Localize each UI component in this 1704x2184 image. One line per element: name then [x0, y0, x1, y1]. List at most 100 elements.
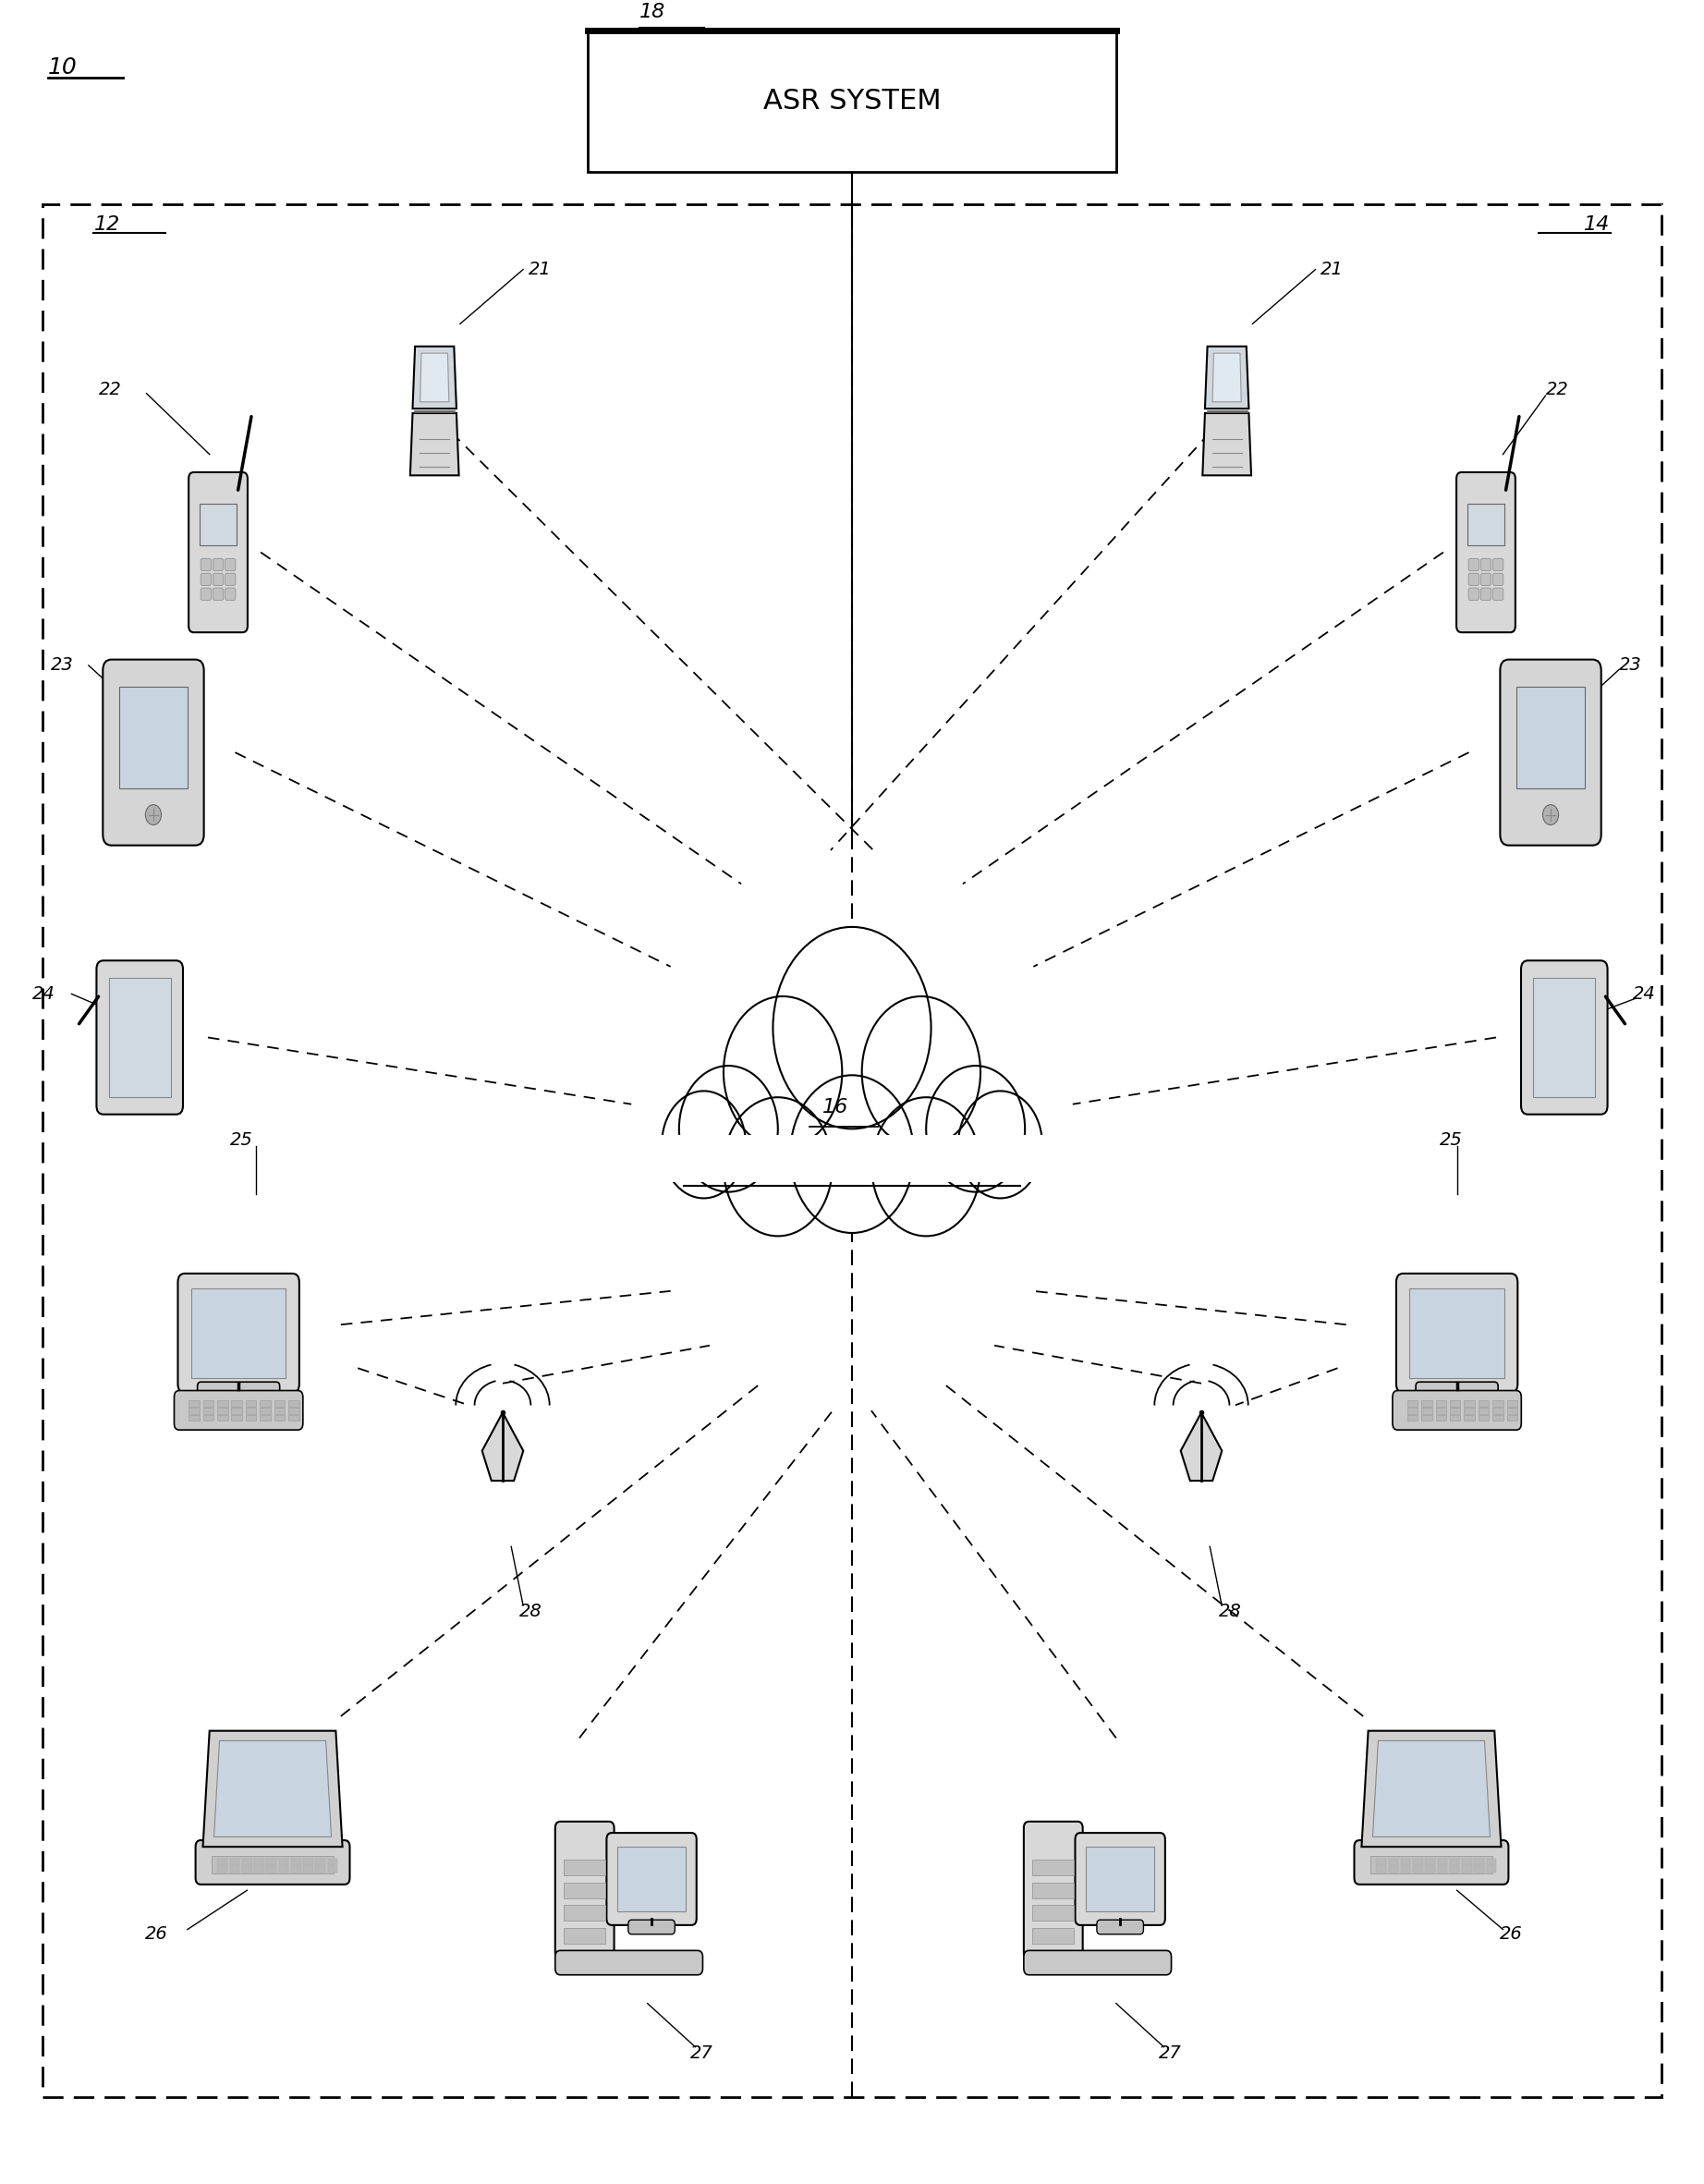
FancyBboxPatch shape — [189, 1415, 199, 1422]
FancyBboxPatch shape — [1457, 472, 1515, 633]
FancyBboxPatch shape — [1392, 1391, 1522, 1431]
Polygon shape — [203, 1732, 343, 1848]
FancyBboxPatch shape — [1396, 1273, 1518, 1393]
FancyBboxPatch shape — [97, 961, 182, 1114]
FancyBboxPatch shape — [1377, 1859, 1385, 1865]
FancyBboxPatch shape — [1401, 1859, 1411, 1865]
Circle shape — [661, 1092, 746, 1199]
FancyBboxPatch shape — [303, 1859, 314, 1865]
FancyBboxPatch shape — [230, 1865, 240, 1872]
FancyBboxPatch shape — [189, 472, 247, 633]
Text: 27: 27 — [1159, 2044, 1181, 2062]
FancyBboxPatch shape — [1474, 1865, 1484, 1872]
FancyBboxPatch shape — [1464, 1415, 1474, 1422]
FancyBboxPatch shape — [1389, 1865, 1399, 1872]
FancyBboxPatch shape — [1413, 1865, 1423, 1872]
Polygon shape — [1361, 1732, 1501, 1848]
FancyBboxPatch shape — [1435, 1409, 1447, 1413]
FancyBboxPatch shape — [1450, 1415, 1460, 1422]
FancyBboxPatch shape — [1469, 572, 1479, 585]
Text: 21: 21 — [528, 260, 550, 277]
FancyBboxPatch shape — [654, 1136, 1050, 1182]
FancyBboxPatch shape — [1421, 1415, 1431, 1422]
FancyBboxPatch shape — [1486, 1865, 1496, 1872]
FancyBboxPatch shape — [203, 1415, 213, 1422]
FancyBboxPatch shape — [213, 587, 223, 601]
FancyBboxPatch shape — [102, 660, 204, 845]
FancyBboxPatch shape — [291, 1859, 302, 1865]
FancyBboxPatch shape — [1493, 572, 1503, 585]
Text: 24: 24 — [1632, 985, 1655, 1002]
Text: 26: 26 — [145, 1924, 167, 1942]
FancyBboxPatch shape — [242, 1865, 252, 1872]
FancyBboxPatch shape — [218, 1865, 227, 1872]
FancyBboxPatch shape — [1033, 1928, 1074, 1944]
FancyBboxPatch shape — [1493, 1415, 1503, 1422]
FancyBboxPatch shape — [245, 1400, 256, 1406]
Circle shape — [872, 1096, 980, 1236]
Polygon shape — [1213, 354, 1241, 402]
FancyBboxPatch shape — [1479, 1415, 1489, 1422]
FancyBboxPatch shape — [1401, 1865, 1411, 1872]
FancyBboxPatch shape — [1522, 961, 1607, 1114]
FancyBboxPatch shape — [1450, 1409, 1460, 1413]
FancyBboxPatch shape — [189, 1409, 199, 1413]
FancyBboxPatch shape — [629, 1920, 675, 1935]
FancyBboxPatch shape — [1474, 1859, 1484, 1865]
Polygon shape — [1181, 1413, 1222, 1481]
FancyBboxPatch shape — [1435, 1400, 1447, 1406]
FancyBboxPatch shape — [213, 559, 223, 570]
FancyBboxPatch shape — [232, 1415, 242, 1422]
FancyBboxPatch shape — [1450, 1865, 1460, 1872]
FancyBboxPatch shape — [1033, 1861, 1074, 1876]
FancyBboxPatch shape — [189, 1400, 199, 1406]
FancyBboxPatch shape — [266, 1865, 276, 1872]
FancyBboxPatch shape — [218, 1859, 227, 1865]
FancyBboxPatch shape — [564, 1904, 605, 1922]
FancyBboxPatch shape — [201, 572, 211, 585]
Text: 24: 24 — [32, 985, 55, 1002]
FancyBboxPatch shape — [1467, 505, 1505, 546]
FancyBboxPatch shape — [1370, 1856, 1493, 1874]
FancyBboxPatch shape — [1389, 1859, 1399, 1865]
FancyBboxPatch shape — [1534, 978, 1595, 1099]
Circle shape — [791, 1075, 913, 1234]
FancyBboxPatch shape — [1479, 1400, 1489, 1406]
FancyBboxPatch shape — [1024, 1950, 1171, 1974]
FancyBboxPatch shape — [607, 1832, 697, 1924]
FancyBboxPatch shape — [588, 31, 1116, 173]
FancyBboxPatch shape — [1493, 587, 1503, 601]
Polygon shape — [411, 413, 458, 476]
FancyBboxPatch shape — [1479, 1409, 1489, 1413]
FancyBboxPatch shape — [1493, 1400, 1503, 1406]
FancyBboxPatch shape — [1438, 1865, 1447, 1872]
FancyBboxPatch shape — [315, 1859, 325, 1865]
Text: 14: 14 — [1585, 214, 1610, 234]
FancyBboxPatch shape — [254, 1859, 264, 1865]
Text: 10: 10 — [48, 57, 77, 79]
FancyBboxPatch shape — [1464, 1409, 1474, 1413]
FancyBboxPatch shape — [1024, 1821, 1082, 1959]
FancyBboxPatch shape — [1421, 1409, 1431, 1413]
FancyBboxPatch shape — [225, 572, 235, 585]
Text: 28: 28 — [1218, 1603, 1241, 1621]
FancyBboxPatch shape — [1481, 587, 1491, 601]
Circle shape — [724, 996, 842, 1149]
FancyBboxPatch shape — [211, 1856, 334, 1874]
Circle shape — [145, 804, 162, 826]
FancyBboxPatch shape — [303, 1865, 314, 1872]
Text: 22: 22 — [99, 380, 121, 397]
FancyBboxPatch shape — [191, 1289, 286, 1378]
FancyBboxPatch shape — [1493, 559, 1503, 570]
Circle shape — [774, 926, 930, 1129]
FancyBboxPatch shape — [315, 1865, 325, 1872]
FancyBboxPatch shape — [119, 686, 187, 788]
FancyBboxPatch shape — [279, 1859, 288, 1865]
FancyBboxPatch shape — [177, 1273, 300, 1393]
FancyBboxPatch shape — [1493, 1409, 1503, 1413]
FancyBboxPatch shape — [213, 572, 223, 585]
FancyBboxPatch shape — [556, 1950, 702, 1974]
FancyBboxPatch shape — [1033, 1883, 1074, 1898]
FancyBboxPatch shape — [291, 1865, 302, 1872]
Text: 23: 23 — [51, 657, 73, 675]
